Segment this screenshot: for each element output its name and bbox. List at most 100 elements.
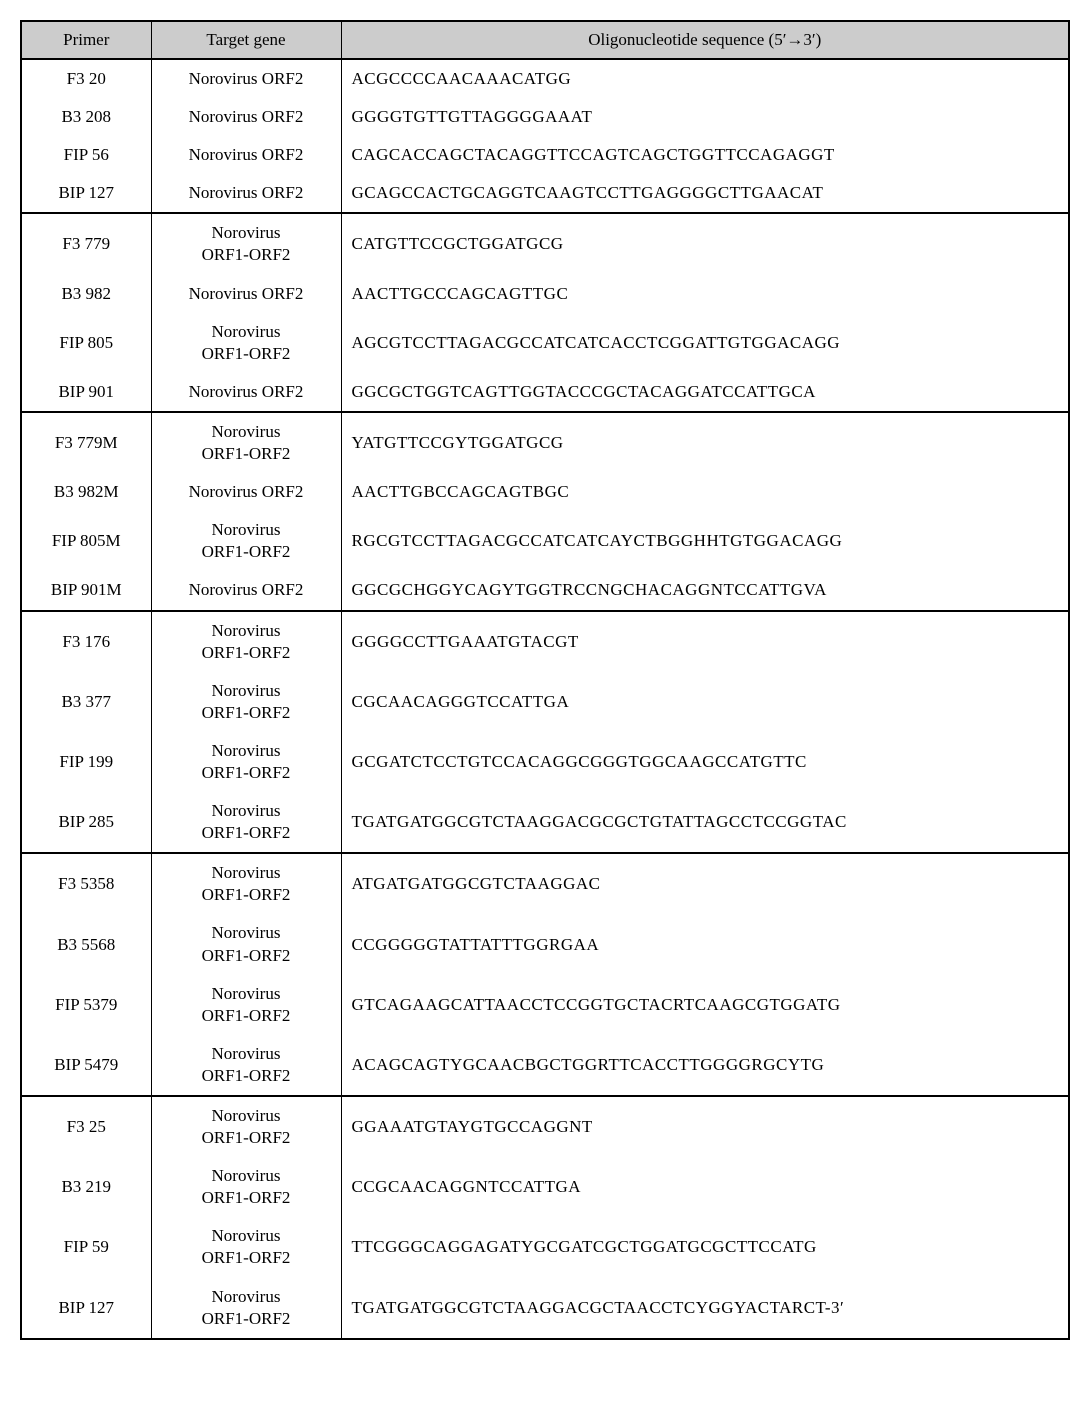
sequence-cell: CAGCACCAGCTACAGGTTCCAGTCAGCTGGTTCCAGAGGT [341, 136, 1069, 174]
target-gene-cell: Norovirus ORF2 [151, 473, 341, 511]
primer-cell: F3 779 [21, 213, 151, 274]
target-gene-cell: NorovirusORF1-ORF2 [151, 313, 341, 373]
table-row: F3 779MNorovirusORF1-ORF2YATGTTCCGYTGGAT… [21, 412, 1069, 473]
primer-cell: B3 5568 [21, 914, 151, 974]
target-gene-cell: NorovirusORF1-ORF2 [151, 611, 341, 672]
sequence-cell: ACGCCCCAACAAACATGG [341, 59, 1069, 98]
sequence-cell: AACTTGCCCAGCAGTTGC [341, 275, 1069, 313]
table-row: F3 779NorovirusORF1-ORF2CATGTTCCGCTGGATG… [21, 213, 1069, 274]
col-header-primer: Primer [21, 21, 151, 59]
target-gene-cell: Norovirus ORF2 [151, 571, 341, 610]
sequence-cell: TGATGATGGCGTCTAAGGACGCGCTGTATTAGCCTCCGGT… [341, 792, 1069, 853]
table-row: B3 5568NorovirusORF1-ORF2CCGGGGGTATTATTT… [21, 914, 1069, 974]
target-gene-cell: NorovirusORF1-ORF2 [151, 1157, 341, 1217]
primer-cell: FIP 59 [21, 1217, 151, 1277]
table-row: BIP 901Norovirus ORF2GGCGCTGGTCAGTTGGTAC… [21, 373, 1069, 412]
target-gene-cell: NorovirusORF1-ORF2 [151, 1278, 341, 1339]
sequence-cell: YATGTTCCGYTGGATGCG [341, 412, 1069, 473]
sequence-cell: GCGATCTCCTGTCCACAGGCGGGTGGCAAGCCATGTTC [341, 732, 1069, 792]
target-gene-cell: NorovirusORF1-ORF2 [151, 1035, 341, 1096]
table-row: B3 208Norovirus ORF2GGGGTGTTGTTAGGGGAAAT [21, 98, 1069, 136]
target-gene-cell: NorovirusORF1-ORF2 [151, 412, 341, 473]
table-row: FIP 805NorovirusORF1-ORF2AGCGTCCTTAGACGC… [21, 313, 1069, 373]
target-gene-cell: Norovirus ORF2 [151, 275, 341, 313]
primer-table: Primer Target gene Oligonucleotide seque… [20, 20, 1070, 1340]
target-gene-cell: NorovirusORF1-ORF2 [151, 672, 341, 732]
target-gene-cell: NorovirusORF1-ORF2 [151, 975, 341, 1035]
target-gene-cell: NorovirusORF1-ORF2 [151, 792, 341, 853]
primer-cell: FIP 5379 [21, 975, 151, 1035]
table-row: BIP 5479NorovirusORF1-ORF2ACAGCAGTYGCAAC… [21, 1035, 1069, 1096]
table-row: B3 377NorovirusORF1-ORF2CGCAACAGGGTCCATT… [21, 672, 1069, 732]
table-row: B3 982Norovirus ORF2AACTTGCCCAGCAGTTGC [21, 275, 1069, 313]
primer-cell: BIP 285 [21, 792, 151, 853]
sequence-cell: GGAAATGTAYGTGCCAGGNT [341, 1096, 1069, 1157]
primer-cell: F3 25 [21, 1096, 151, 1157]
primer-cell: B3 982M [21, 473, 151, 511]
sequence-cell: GGCGCTGGTCAGTTGGTACCCGCTACAGGATCCATTGCA [341, 373, 1069, 412]
sequence-cell: AGCGTCCTTAGACGCCATCATCACCTCGGATTGTGGACAG… [341, 313, 1069, 373]
target-gene-cell: Norovirus ORF2 [151, 59, 341, 98]
table-row: F3 176NorovirusORF1-ORF2GGGGCCTTGAAATGTA… [21, 611, 1069, 672]
sequence-cell: TTCGGGCAGGAGATYGCGATCGCTGGATGCGCTTCCATG [341, 1217, 1069, 1277]
sequence-cell: GTCAGAAGCATTAACCTCCGGTGCTACRTCAAGCGTGGAT… [341, 975, 1069, 1035]
col-header-target: Target gene [151, 21, 341, 59]
primer-cell: B3 219 [21, 1157, 151, 1217]
primer-cell: F3 176 [21, 611, 151, 672]
target-gene-cell: NorovirusORF1-ORF2 [151, 1217, 341, 1277]
col-header-sequence: Oligonucleotide sequence (5′→3′) [341, 21, 1069, 59]
primer-cell: BIP 5479 [21, 1035, 151, 1096]
table-row: FIP 56Norovirus ORF2CAGCACCAGCTACAGGTTCC… [21, 136, 1069, 174]
target-gene-cell: NorovirusORF1-ORF2 [151, 213, 341, 274]
target-gene-cell: NorovirusORF1-ORF2 [151, 511, 341, 571]
sequence-cell: GCAGCCACTGCAGGTCAAGTCCTTGAGGGGCTTGAACAT [341, 174, 1069, 213]
target-gene-cell: NorovirusORF1-ORF2 [151, 732, 341, 792]
primer-cell: FIP 805 [21, 313, 151, 373]
primer-cell: B3 982 [21, 275, 151, 313]
target-gene-cell: Norovirus ORF2 [151, 373, 341, 412]
primer-cell: F3 20 [21, 59, 151, 98]
primer-cell: B3 208 [21, 98, 151, 136]
sequence-cell: CGCAACAGGGTCCATTGA [341, 672, 1069, 732]
primer-cell: F3 779M [21, 412, 151, 473]
sequence-cell: ACAGCAGTYGCAACBGCTGGRTTCACCTTGGGGRGCYTG [341, 1035, 1069, 1096]
sequence-cell: CATGTTCCGCTGGATGCG [341, 213, 1069, 274]
sequence-cell: GGCGCHGGYCAGYTGGTRCCNGCHACAGGNTCCATTGVA [341, 571, 1069, 610]
sequence-cell: GGGGTGTTGTTAGGGGAAAT [341, 98, 1069, 136]
primer-cell: B3 377 [21, 672, 151, 732]
primer-cell: F3 5358 [21, 853, 151, 914]
table-row: BIP 285NorovirusORF1-ORF2TGATGATGGCGTCTA… [21, 792, 1069, 853]
table-row: FIP 59NorovirusORF1-ORF2TTCGGGCAGGAGATYG… [21, 1217, 1069, 1277]
target-gene-cell: Norovirus ORF2 [151, 174, 341, 213]
table-row: B3 982MNorovirus ORF2AACTTGBCCAGCAGTBGC [21, 473, 1069, 511]
sequence-cell: TGATGATGGCGTCTAAGGACGCTAACCTCYGGYACTARCT… [341, 1278, 1069, 1339]
primer-cell: BIP 127 [21, 174, 151, 213]
sequence-cell: AACTTGBCCAGCAGTBGC [341, 473, 1069, 511]
sequence-cell: GGGGCCTTGAAATGTACGT [341, 611, 1069, 672]
table-row: FIP 805MNorovirusORF1-ORF2RGCGTCCTTAGACG… [21, 511, 1069, 571]
table-row: BIP 127NorovirusORF1-ORF2TGATGATGGCGTCTA… [21, 1278, 1069, 1339]
sequence-cell: RGCGTCCTTAGACGCCATCATCAYCTBGGHHTGTGGACAG… [341, 511, 1069, 571]
primer-cell: BIP 127 [21, 1278, 151, 1339]
table-row: FIP 199NorovirusORF1-ORF2GCGATCTCCTGTCCA… [21, 732, 1069, 792]
table-row: FIP 5379NorovirusORF1-ORF2GTCAGAAGCATTAA… [21, 975, 1069, 1035]
table-row: F3 20Norovirus ORF2ACGCCCCAACAAACATGG [21, 59, 1069, 98]
sequence-cell: ATGATGATGGCGTCTAAGGAC [341, 853, 1069, 914]
target-gene-cell: Norovirus ORF2 [151, 98, 341, 136]
primer-cell: FIP 56 [21, 136, 151, 174]
table-row: F3 25NorovirusORF1-ORF2GGAAATGTAYGTGCCAG… [21, 1096, 1069, 1157]
primer-cell: BIP 901 [21, 373, 151, 412]
table-header-row: Primer Target gene Oligonucleotide seque… [21, 21, 1069, 59]
table-row: BIP 127Norovirus ORF2GCAGCCACTGCAGGTCAAG… [21, 174, 1069, 213]
primer-cell: FIP 805M [21, 511, 151, 571]
target-gene-cell: Norovirus ORF2 [151, 136, 341, 174]
table-row: F3 5358NorovirusORF1-ORF2ATGATGATGGCGTCT… [21, 853, 1069, 914]
primer-cell: FIP 199 [21, 732, 151, 792]
primer-cell: BIP 901M [21, 571, 151, 610]
sequence-cell: CCGGGGGTATTATTTGGRGAA [341, 914, 1069, 974]
sequence-cell: CCGCAACAGGNTCCATTGA [341, 1157, 1069, 1217]
target-gene-cell: NorovirusORF1-ORF2 [151, 1096, 341, 1157]
table-row: BIP 901MNorovirus ORF2GGCGCHGGYCAGYTGGTR… [21, 571, 1069, 610]
target-gene-cell: NorovirusORF1-ORF2 [151, 853, 341, 914]
target-gene-cell: NorovirusORF1-ORF2 [151, 914, 341, 974]
